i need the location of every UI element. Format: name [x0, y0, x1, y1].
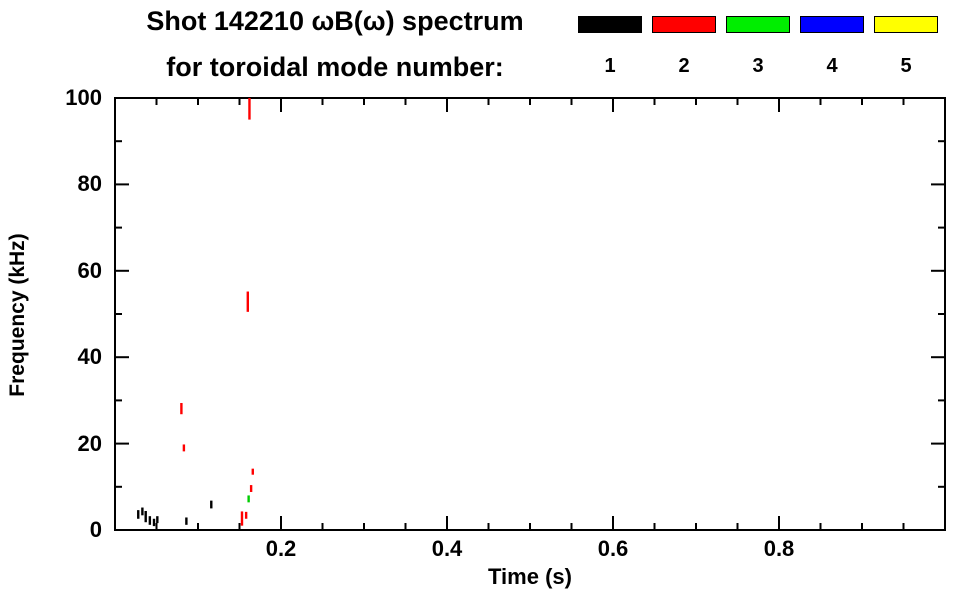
spectrum-mark [182, 444, 186, 452]
y-tick-label: 80 [77, 171, 102, 197]
legend-entry-mode-2: 2 [652, 16, 716, 76]
legend-swatch-mode-2 [652, 16, 716, 33]
spectrum-mark [249, 485, 253, 492]
spectrum-mark [246, 291, 249, 312]
spectrum-mark [247, 495, 250, 503]
x-axis-label: Time (s) [488, 564, 572, 589]
spectrum-mark [141, 507, 144, 516]
spectrum-mark [137, 510, 140, 519]
plot-frame [114, 97, 946, 531]
legend-label-mode-5: 5 [900, 55, 912, 77]
spectrum-mark [240, 511, 244, 526]
legend-swatch-mode-4 [800, 16, 864, 33]
x-tick-label: 0.2 [265, 536, 297, 561]
chart-title-line1: Shot 142210 ωB(ω) spectrum [146, 6, 524, 36]
legend-entry-mode-5: 5 [874, 16, 938, 76]
spectrum-mark [185, 517, 188, 525]
legend-label-mode-3: 3 [752, 55, 764, 77]
mode-legend: 1 2 3 4 5 [578, 16, 938, 76]
legend-label-mode-4: 4 [826, 55, 838, 77]
spectrum-mark [180, 402, 183, 415]
y-tick-label: 100 [65, 85, 102, 110]
y-tick-label: 0 [89, 517, 102, 542]
legend-entry-mode-4: 4 [800, 16, 864, 76]
spectrum-mark [156, 516, 159, 524]
spectrum-mark [251, 468, 254, 475]
spectrum-mark [152, 518, 156, 527]
spectrum-mark [248, 98, 251, 120]
spectrum-mark [144, 510, 147, 523]
legend-entry-mode-3: 3 [726, 16, 790, 76]
x-tick-label: 0.6 [597, 536, 629, 561]
y-tick-label: 20 [77, 430, 102, 456]
x-tick-label: 0.8 [763, 536, 795, 561]
y-tick-label: 40 [77, 344, 102, 370]
legend-label-mode-2: 2 [678, 55, 690, 77]
chart-title-line2: for toroidal mode number: [166, 52, 504, 82]
spectrum-mark [210, 500, 213, 509]
legend-swatch-mode-5 [874, 16, 938, 33]
spectrum-mark [244, 511, 248, 519]
legend-swatch-mode-3 [726, 16, 790, 33]
y-tick-label: 60 [77, 257, 102, 283]
legend-entry-mode-1: 1 [578, 16, 642, 76]
x-tick-label: 0.4 [431, 536, 463, 561]
legend-label-mode-1: 1 [604, 55, 616, 77]
legend-swatch-mode-1 [578, 16, 642, 33]
spectrum-mark [148, 516, 152, 525]
